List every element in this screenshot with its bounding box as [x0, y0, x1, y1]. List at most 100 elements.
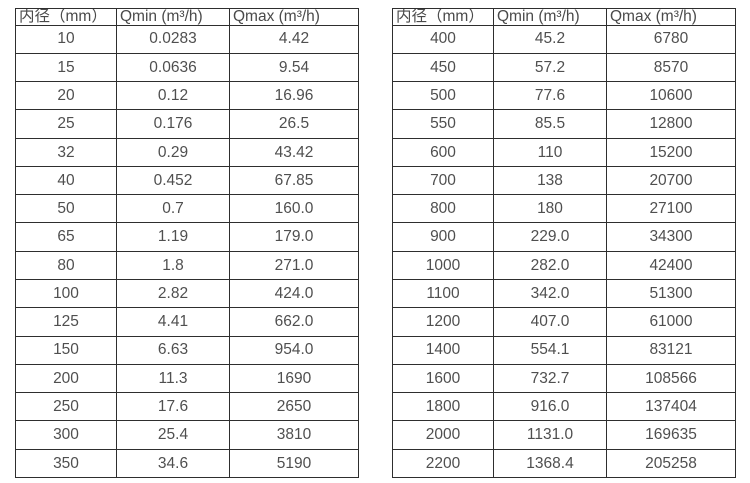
table-header-row: 内径（mm） Qmin (m³/h) Qmax (m³/h) [392, 8, 736, 26]
table-row: 550 85.5 12800 [392, 109, 736, 139]
table-cell: 300 [15, 420, 117, 450]
table-cell: 550 [392, 109, 494, 139]
table-cell: 27100 [606, 194, 736, 224]
table-cell: 9.54 [229, 52, 359, 83]
table-cell: 77.6 [493, 81, 607, 111]
table-cell: 400 [392, 24, 494, 54]
table-cell: 83121 [606, 335, 736, 365]
table-cell: 554.1 [493, 335, 607, 365]
table-row: 1400 554.1 83121 [392, 335, 736, 365]
table-row: 40 0.452 67.85 [15, 165, 359, 196]
table-cell: 20 [15, 81, 117, 111]
table-cell: 0.0636 [116, 52, 230, 83]
table-cell: 43.42 [229, 137, 359, 167]
table-cell: 20700 [606, 165, 736, 196]
table-cell: 11.3 [116, 363, 230, 394]
table-cell: 500 [392, 81, 494, 111]
table-row: 450 57.2 8570 [392, 52, 736, 83]
table-row: 600 110 15200 [392, 137, 736, 167]
table-cell: 732.7 [493, 363, 607, 394]
table-cell: 271.0 [229, 250, 359, 281]
flow-table-small-diameters: 内径（mm） Qmin (m³/h) Qmax (m³/h) 10 0.0283 4.4… [15, 8, 359, 479]
table-cell: 200 [15, 363, 117, 394]
table-row: 50 0.7 160.0 [15, 194, 359, 224]
table-row: 150 6.63 954.0 [15, 335, 359, 365]
table-cell: 34300 [606, 222, 736, 252]
table-cell: 1368.4 [493, 448, 607, 479]
table-cell: 125 [15, 307, 117, 337]
header-row: 内径（mm） Qmin (m³/h) Qmax (m³/h) [392, 8, 736, 26]
table-cell: 32 [15, 137, 117, 167]
table-cell: 1600 [392, 363, 494, 394]
table-row: 1200 407.0 61000 [392, 307, 736, 337]
table-cell: 34.6 [116, 448, 230, 479]
header-row: 内径（mm） Qmin (m³/h) Qmax (m³/h) [15, 8, 359, 26]
table-header-row: 内径（mm） Qmin (m³/h) Qmax (m³/h) [15, 8, 359, 26]
table-cell: 110 [493, 137, 607, 167]
table-row: 100 2.82 424.0 [15, 279, 359, 309]
table-cell: 600 [392, 137, 494, 167]
table-cell: 65 [15, 222, 117, 252]
table-row: 80 1.8 271.0 [15, 250, 359, 281]
table-row: 1800 916.0 137404 [392, 392, 736, 422]
table-row: 700 138 20700 [392, 165, 736, 196]
table-cell: 0.452 [116, 165, 230, 196]
table-body: 400 45.2 6780 450 57.2 8570 500 77.6 10600 550 85.… [392, 24, 736, 479]
table-cell: 205258 [606, 448, 736, 479]
table-cell: 85.5 [493, 109, 607, 139]
table-cell: 5190 [229, 448, 359, 479]
table-cell: 424.0 [229, 279, 359, 309]
column-header: Qmin (m³/h) [493, 8, 607, 26]
flow-table-large-diameters: 内径（mm） Qmin (m³/h) Qmax (m³/h) 400 45.2 6780… [392, 8, 736, 479]
table-cell: 0.29 [116, 137, 230, 167]
table-cell: 6.63 [116, 335, 230, 365]
table-row: 350 34.6 5190 [15, 448, 359, 479]
table-cell: 1800 [392, 392, 494, 422]
table-row: 250 17.6 2650 [15, 392, 359, 422]
table-cell: 450 [392, 52, 494, 83]
table-cell: 150 [15, 335, 117, 365]
table-cell: 17.6 [116, 392, 230, 422]
table-cell: 25 [15, 109, 117, 139]
table-row: 300 25.4 3810 [15, 420, 359, 450]
table-cell: 137404 [606, 392, 736, 422]
table-cell: 282.0 [493, 250, 607, 281]
column-header: Qmax (m³/h) [229, 8, 359, 26]
table-cell: 10 [15, 24, 117, 54]
table-cell: 1.19 [116, 222, 230, 252]
table-cell: 160.0 [229, 194, 359, 224]
table-cell: 350 [15, 448, 117, 479]
table-cell: 662.0 [229, 307, 359, 337]
table-cell: 250 [15, 392, 117, 422]
table-row: 800 180 27100 [392, 194, 736, 224]
table-cell: 0.7 [116, 194, 230, 224]
table-cell: 16.96 [229, 81, 359, 111]
table-row: 200 11.3 1690 [15, 363, 359, 394]
table-cell: 15200 [606, 137, 736, 167]
table-cell: 3810 [229, 420, 359, 450]
column-header: Qmax (m³/h) [606, 8, 736, 26]
table-cell: 2650 [229, 392, 359, 422]
table-cell: 57.2 [493, 52, 607, 83]
table-cell: 229.0 [493, 222, 607, 252]
table-cell: 42400 [606, 250, 736, 281]
table-cell: 6780 [606, 24, 736, 54]
table-cell: 100 [15, 279, 117, 309]
table-cell: 180 [493, 194, 607, 224]
table-cell: 800 [392, 194, 494, 224]
table-cell: 916.0 [493, 392, 607, 422]
table-cell: 67.85 [229, 165, 359, 196]
table-row: 10 0.0283 4.42 [15, 24, 359, 54]
table-cell: 0.176 [116, 109, 230, 139]
table-cell: 342.0 [493, 279, 607, 309]
table-row: 1100 342.0 51300 [392, 279, 736, 309]
column-header: 内径（mm） [392, 8, 494, 26]
table-row: 32 0.29 43.42 [15, 137, 359, 167]
table-cell: 10600 [606, 81, 736, 111]
table-row: 15 0.0636 9.54 [15, 52, 359, 83]
table-row: 25 0.176 26.5 [15, 109, 359, 139]
table-cell: 1131.0 [493, 420, 607, 450]
table-cell: 4.41 [116, 307, 230, 337]
table-cell: 407.0 [493, 307, 607, 337]
